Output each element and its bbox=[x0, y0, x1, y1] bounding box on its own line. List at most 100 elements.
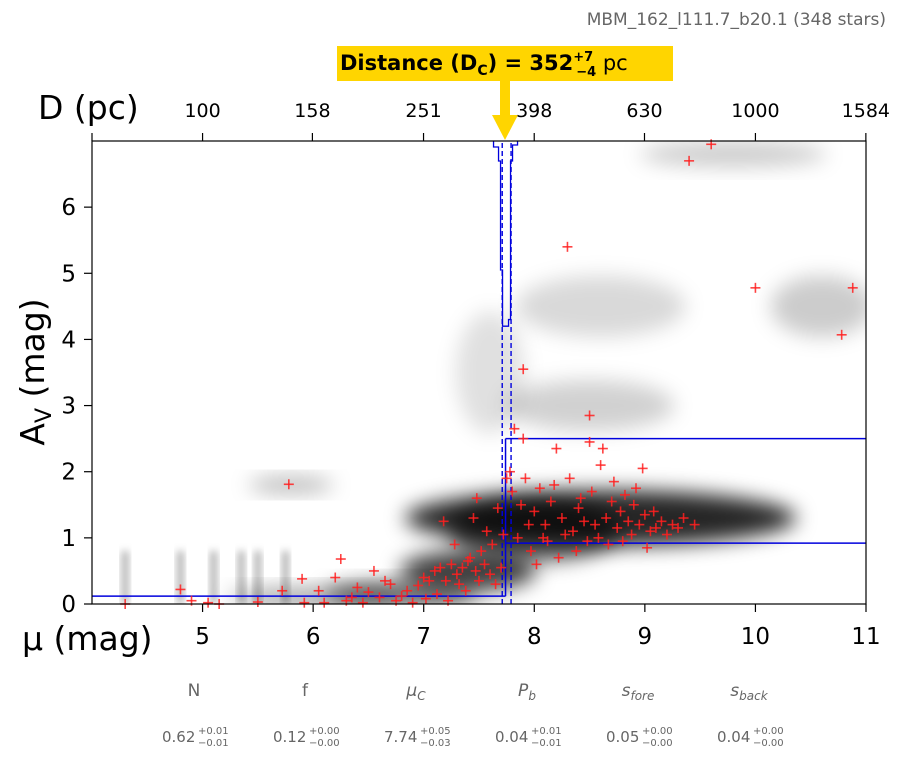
density-streak bbox=[177, 551, 184, 604]
data-point bbox=[579, 516, 590, 527]
top-tick-label: 1000 bbox=[731, 100, 779, 122]
parameter-value: 0.05 bbox=[606, 728, 639, 746]
top-tick-label: 1584 bbox=[842, 100, 890, 122]
data-points bbox=[120, 139, 858, 609]
parameter-plus: +0.01 bbox=[531, 726, 562, 737]
parameter-minus: −0.00 bbox=[753, 738, 784, 749]
data-point bbox=[498, 529, 509, 540]
y-tick-label: 6 bbox=[61, 195, 76, 221]
data-point bbox=[523, 519, 534, 530]
data-point bbox=[504, 466, 515, 477]
data-point bbox=[518, 364, 529, 375]
parameter-5: sback 0.04 +0.00−0.00 bbox=[717, 681, 784, 749]
data-point bbox=[468, 513, 479, 524]
data-point bbox=[545, 496, 556, 507]
density-blob bbox=[770, 275, 866, 337]
density-streak bbox=[210, 551, 217, 604]
data-point bbox=[593, 532, 604, 543]
data-point bbox=[518, 433, 529, 444]
data-point bbox=[418, 572, 429, 583]
data-point bbox=[661, 529, 672, 540]
data-point bbox=[492, 503, 503, 514]
data-point bbox=[551, 443, 562, 454]
data-point bbox=[485, 569, 496, 580]
x-tick-label: 10 bbox=[741, 624, 770, 650]
data-point bbox=[420, 593, 431, 604]
data-point bbox=[297, 573, 308, 584]
top-axis: 100 158 251 398 630 1000 1584 bbox=[91, 100, 890, 141]
density-streak bbox=[254, 551, 261, 604]
data-point bbox=[595, 460, 606, 471]
data-point bbox=[567, 526, 578, 537]
data-point bbox=[623, 516, 634, 527]
data-point bbox=[531, 559, 542, 570]
data-point bbox=[516, 499, 527, 510]
data-point bbox=[571, 546, 582, 557]
data-point bbox=[847, 282, 858, 293]
data-point bbox=[836, 329, 847, 340]
data-point bbox=[534, 483, 545, 494]
data-point bbox=[319, 597, 330, 608]
data-point bbox=[203, 597, 214, 608]
data-point bbox=[402, 585, 413, 596]
parameter-plus: +0.05 bbox=[420, 726, 451, 737]
data-point bbox=[424, 575, 435, 586]
x-tick-label: 7 bbox=[416, 624, 431, 650]
top-tick-label: 251 bbox=[405, 100, 441, 122]
data-point bbox=[507, 486, 518, 497]
parameter-plus: +0.00 bbox=[642, 726, 673, 737]
data-point bbox=[562, 241, 573, 252]
parameter-value: 0.04 bbox=[495, 728, 528, 746]
parameter-2: μC 7.74 +0.05−0.03 bbox=[384, 681, 451, 749]
parameter-plus: +0.00 bbox=[753, 726, 784, 737]
top-tick-label: 630 bbox=[626, 100, 662, 122]
parameter-name: sback bbox=[730, 681, 768, 703]
data-point bbox=[678, 513, 689, 524]
parameter-minus: −0.00 bbox=[309, 738, 340, 749]
parameter-name: f bbox=[302, 681, 309, 701]
parameter-minus: −0.01 bbox=[531, 738, 562, 749]
data-point bbox=[380, 575, 391, 586]
posterior-histogram bbox=[492, 141, 519, 327]
data-point bbox=[465, 552, 476, 563]
y-axis-label-main: A bbox=[13, 423, 52, 446]
data-point bbox=[175, 584, 186, 595]
data-point bbox=[460, 585, 471, 596]
distance-label-text: Distance (D bbox=[340, 51, 477, 75]
data-point bbox=[520, 473, 531, 484]
parameter-value: 0.12 bbox=[273, 728, 306, 746]
data-point bbox=[363, 587, 374, 598]
data-point bbox=[471, 493, 482, 504]
y-tick-label: 4 bbox=[61, 327, 76, 353]
distance-label-unit: pc bbox=[596, 51, 628, 75]
data-point bbox=[385, 579, 396, 590]
x-axis: 5 6 7 8 9 10 11 bbox=[195, 604, 881, 650]
density-blob bbox=[639, 141, 827, 167]
data-point bbox=[750, 282, 761, 293]
data-point bbox=[481, 526, 492, 537]
distance-label-subscript: −4 bbox=[576, 65, 596, 80]
data-point bbox=[639, 509, 650, 520]
x-tick-label: 6 bbox=[306, 624, 321, 650]
parameter-minus: −0.03 bbox=[420, 738, 451, 749]
data-point bbox=[619, 489, 630, 500]
parameter-1: f 0.12 +0.00−0.00 bbox=[273, 681, 340, 749]
data-point bbox=[684, 155, 695, 166]
data-point bbox=[606, 496, 617, 507]
data-point bbox=[451, 569, 462, 580]
data-point bbox=[429, 565, 440, 576]
data-point bbox=[413, 580, 424, 591]
data-point bbox=[252, 597, 263, 608]
y-axis: 0 1 2 3 4 5 6 bbox=[61, 195, 92, 618]
y-axis-label: AV (mag) bbox=[13, 298, 57, 445]
density-background bbox=[122, 141, 866, 604]
data-point bbox=[357, 597, 368, 608]
distance-label: Distance (DC) = 352+7 −4 pc bbox=[340, 50, 628, 80]
parameter-name: μC bbox=[405, 681, 426, 703]
data-point bbox=[575, 493, 586, 504]
top-tick-label: 398 bbox=[516, 100, 552, 122]
data-point bbox=[612, 522, 623, 533]
data-point bbox=[529, 506, 540, 517]
data-point bbox=[615, 506, 626, 517]
